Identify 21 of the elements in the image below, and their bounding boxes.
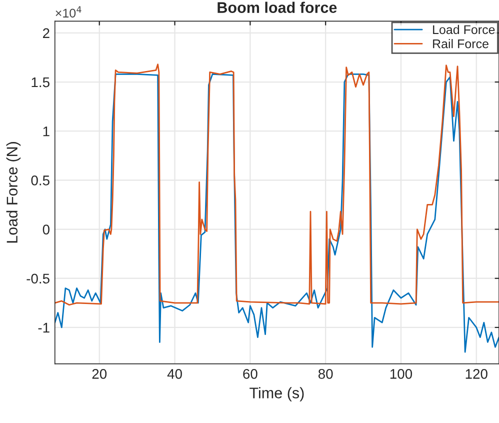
x-tick-label: 80 <box>318 369 333 379</box>
y-axis-title: Load Force (N) <box>6 142 21 243</box>
y-tick-label: 1 <box>43 126 50 136</box>
legend-label: Rail Force <box>433 39 488 48</box>
x-tick-label: 60 <box>243 369 258 379</box>
x-tick-label: 40 <box>167 369 182 379</box>
y-tick-label: -1 <box>38 322 50 332</box>
x-axis-title: Time (s) <box>250 387 304 402</box>
x-tick-label: 120 <box>466 369 488 379</box>
legend-label: Load Force <box>433 24 495 34</box>
line-series <box>54 64 499 306</box>
chart-title: Boom load force <box>218 2 337 13</box>
y-tick-label: 2 <box>43 28 50 38</box>
y-tick-label: -0.5 <box>26 274 50 284</box>
y-tick-label: 0.5 <box>31 176 50 186</box>
x-tick-label: 100 <box>390 369 412 379</box>
x-tick-label: 20 <box>92 369 107 379</box>
line-series <box>54 73 499 353</box>
y-tick-label: 1.5 <box>32 77 50 88</box>
text: ×10$^{4}$ <box>56 6 82 18</box>
y-tick-label: 0 <box>42 224 50 234</box>
